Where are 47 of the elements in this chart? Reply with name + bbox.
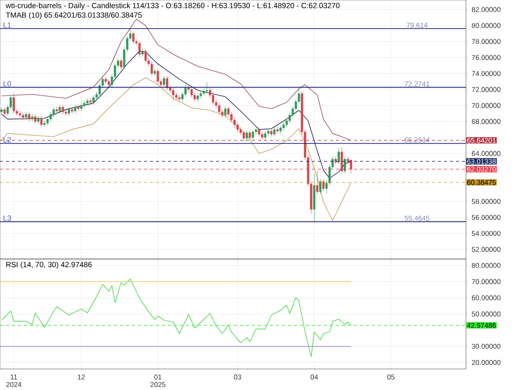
candlestick bbox=[224, 106, 226, 118]
candlestick bbox=[156, 68, 160, 84]
candlestick bbox=[338, 148, 340, 165]
candlestick bbox=[344, 156, 346, 174]
candlestick bbox=[218, 102, 220, 114]
candlestick bbox=[70, 106, 74, 114]
candlestick bbox=[12, 93, 15, 114]
candlestick bbox=[313, 173, 316, 222]
candlestick bbox=[246, 130, 248, 141]
candlestick bbox=[319, 178, 322, 194]
candlestick bbox=[350, 160, 352, 174]
candlestick bbox=[150, 61, 153, 76]
candlestick bbox=[166, 76, 168, 91]
candlestick bbox=[40, 116, 43, 128]
candlestick bbox=[138, 40, 141, 57]
line-series bbox=[1, 18, 352, 141]
candlestick bbox=[141, 48, 144, 57]
candlestick bbox=[22, 112, 24, 120]
line-series bbox=[1, 278, 352, 358]
candlestick bbox=[89, 98, 92, 105]
candlestick bbox=[68, 106, 70, 116]
candlestick bbox=[24, 112, 28, 120]
candlestick bbox=[190, 86, 193, 98]
candlestick bbox=[279, 125, 282, 134]
candlestick bbox=[132, 30, 134, 44]
candlestick bbox=[62, 104, 64, 114]
candlestick bbox=[276, 126, 279, 134]
candlestick bbox=[18, 110, 22, 118]
candlestick bbox=[34, 114, 36, 124]
candlestick bbox=[0, 106, 3, 114]
candlestick bbox=[77, 104, 80, 112]
candlestick bbox=[340, 146, 343, 174]
candlestick bbox=[43, 120, 46, 128]
candlestick bbox=[248, 130, 251, 140]
candlestick bbox=[258, 126, 260, 137]
candlestick bbox=[28, 112, 30, 122]
candlestick bbox=[92, 94, 95, 105]
candlestick bbox=[316, 170, 318, 194]
candlestick bbox=[206, 82, 208, 94]
candlestick bbox=[242, 130, 245, 141]
line-series bbox=[1, 77, 352, 221]
candlestick bbox=[273, 126, 276, 137]
candlestick bbox=[172, 88, 174, 101]
candlestick bbox=[162, 76, 166, 88]
candlestick bbox=[120, 58, 122, 70]
candlestick bbox=[252, 129, 254, 140]
candlestick bbox=[144, 48, 147, 64]
